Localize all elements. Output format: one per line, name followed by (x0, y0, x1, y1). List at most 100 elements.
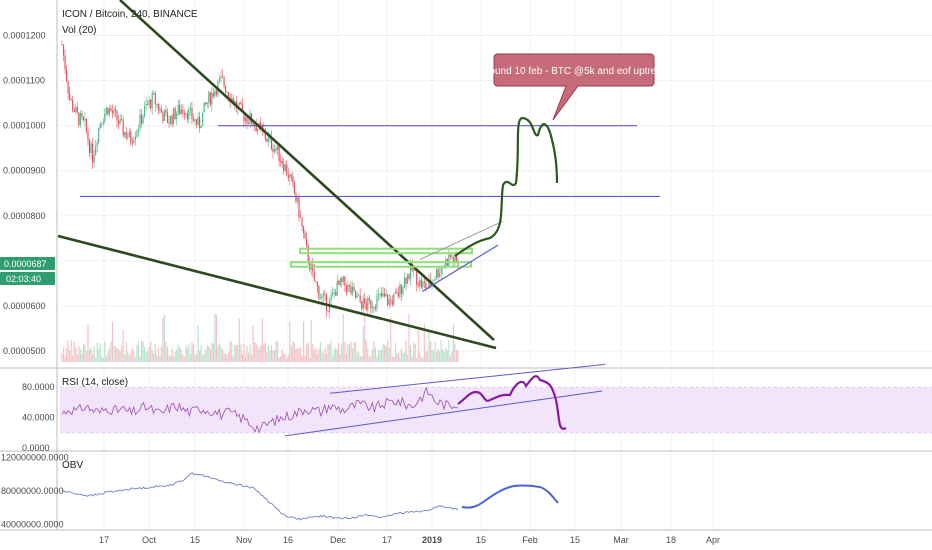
candle-body (78, 112, 80, 126)
candle-body (327, 310, 329, 312)
candle-body (64, 55, 66, 70)
candle-body (228, 92, 230, 98)
volume-bar (411, 356, 413, 362)
volume-bar (434, 341, 436, 362)
volume-bar (237, 344, 239, 362)
time-tick-label: 2019 (422, 535, 442, 545)
volume-bar (186, 348, 188, 362)
volume-bar (304, 356, 306, 362)
candle-body (185, 113, 187, 115)
volume-bar (272, 350, 274, 362)
candle-body (350, 286, 352, 294)
volume-bar (195, 353, 198, 362)
annotation-callout[interactable]: around 10 feb - BTC @5k and eof uptrend (481, 53, 668, 121)
volume-bar (400, 348, 403, 362)
volume-bar (255, 343, 257, 362)
volume-bar (307, 342, 309, 362)
obv-line (61, 472, 459, 521)
volume-bar (267, 345, 270, 362)
candle-body (385, 294, 387, 297)
candle-body (434, 278, 436, 281)
volume-bar (91, 353, 94, 362)
volume-bar (122, 329, 124, 362)
rsi-channel-upper (329, 363, 606, 394)
volume-bar (454, 344, 456, 362)
volume-bar (315, 347, 317, 362)
time-tick-label: Mar (613, 535, 629, 545)
volume-bar (270, 345, 273, 362)
volume-bar (249, 344, 251, 362)
price-tick-label: 0.0000500 (3, 346, 46, 356)
candle-body (387, 294, 389, 305)
candle-body (388, 299, 390, 305)
time-axis[interactable]: 17 Oct 15 Nov 16 Dec 17 2019 15 Feb 15 Mar 18 Apr (99, 535, 720, 545)
candle-body (189, 108, 192, 110)
rsi-tick-label: 40.0000 (22, 413, 55, 423)
rsi-tick-label: 80.0000 (22, 382, 55, 392)
volume-bar (306, 343, 308, 362)
candle-body (371, 307, 373, 309)
volume-bar (188, 344, 190, 362)
volume-bar (145, 351, 147, 362)
volume-bar (413, 342, 415, 362)
candle-body (183, 112, 185, 115)
volume-bar (78, 345, 80, 362)
candle-body (423, 281, 425, 284)
candle-body (275, 148, 277, 150)
volume-bar (215, 315, 218, 362)
candle-body (400, 284, 403, 294)
volume-bar (442, 349, 444, 362)
volume-bar (448, 340, 450, 362)
time-tick-label: 15 (476, 535, 486, 545)
candle-body (413, 269, 415, 271)
volume-bar (396, 353, 398, 362)
candle-body (111, 111, 114, 114)
candle-body (293, 182, 296, 194)
volume-bar (226, 354, 228, 362)
volume-bar (299, 346, 302, 362)
volume-bar (309, 357, 311, 362)
candle-body (136, 131, 138, 137)
volume-bar (328, 344, 331, 362)
candle-body (113, 109, 115, 114)
candle-body (402, 287, 404, 294)
time-tick-label: 15 (570, 535, 580, 545)
rsi-label: RSI (14, close) (62, 377, 128, 388)
volume-bar (397, 352, 399, 362)
volume-bar (402, 352, 404, 362)
candle-body (344, 276, 346, 286)
volume-bar (403, 351, 406, 362)
volume-bar (142, 341, 144, 362)
candle-body (426, 288, 429, 290)
volume-bar (374, 347, 377, 362)
volume-bar (205, 349, 207, 362)
green-zone (290, 261, 472, 268)
drawings[interactable] (57, 0, 660, 350)
candle-body (342, 276, 344, 282)
volume-bar (350, 341, 352, 362)
obv-layer (61, 472, 559, 521)
volume-bar (84, 344, 86, 362)
price-tag: 0.0000687 02:03:40 (0, 257, 55, 285)
volume-bar (284, 353, 286, 362)
candle-body (296, 197, 299, 202)
candle-body (336, 280, 338, 296)
candle-body (313, 271, 315, 282)
time-tick-label: 17 (382, 535, 392, 545)
candle-body (312, 264, 314, 272)
candle-body (425, 283, 427, 289)
candle-body (153, 93, 155, 94)
candle-body (191, 108, 193, 120)
volume-bar (345, 353, 347, 362)
candle-body (370, 300, 372, 309)
volume-bar (422, 357, 424, 362)
candle-body (330, 294, 332, 301)
obv-tick-label: 120000000.0000 (1, 453, 69, 463)
volume-bar (212, 343, 214, 362)
candle-body (82, 116, 85, 121)
candle-body (62, 44, 65, 56)
time-tick-label: 15 (190, 535, 200, 545)
candle-body (347, 284, 349, 293)
